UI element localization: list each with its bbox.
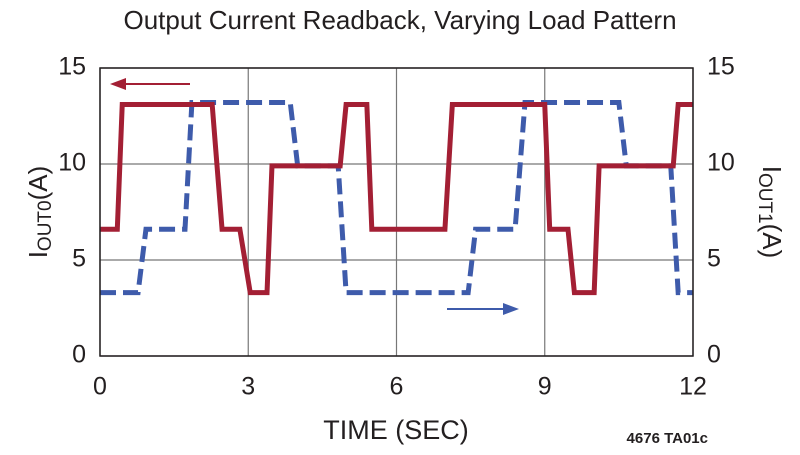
lines xyxy=(100,100,693,296)
y2-tick-label: 5 xyxy=(707,245,721,273)
y-label-sub: OUT0 xyxy=(35,200,56,251)
y-label-main: I xyxy=(23,251,53,258)
y2-label-sub: OUT1 xyxy=(754,173,775,224)
plot-frame xyxy=(99,67,694,357)
footnote: 4676 TA01c xyxy=(627,430,708,447)
x-tick-label: 6 xyxy=(390,373,404,401)
y2-label-main: I xyxy=(757,166,787,173)
y2-label-unit: (A) xyxy=(757,224,787,259)
x-tick-label: 3 xyxy=(241,373,255,401)
y2-tick-label: 15 xyxy=(707,53,735,81)
right-arrow xyxy=(447,303,519,315)
x-axis-label: TIME (SEC) xyxy=(323,415,469,445)
y-tick-label: 0 xyxy=(72,341,86,369)
y2-axis-label: IOUT1(A) xyxy=(754,166,787,259)
y-tick-label: 5 xyxy=(72,245,86,273)
x-tick-label: 0 xyxy=(93,373,107,401)
series-line xyxy=(100,101,693,296)
x-tick-label: 9 xyxy=(538,373,552,401)
y-tick-label: 15 xyxy=(58,53,86,81)
y-label-unit: (A) xyxy=(23,166,53,201)
y2-tick-label: 0 xyxy=(707,341,721,369)
x-tick-label: 12 xyxy=(679,373,707,401)
left-arrow xyxy=(110,78,190,90)
y-axis-label: IOUT0(A) xyxy=(23,166,56,259)
y-tick-label: 10 xyxy=(58,149,86,177)
y2-tick-label: 10 xyxy=(707,149,735,177)
chart-title: Output Current Readback, Varying Load Pa… xyxy=(123,5,676,35)
